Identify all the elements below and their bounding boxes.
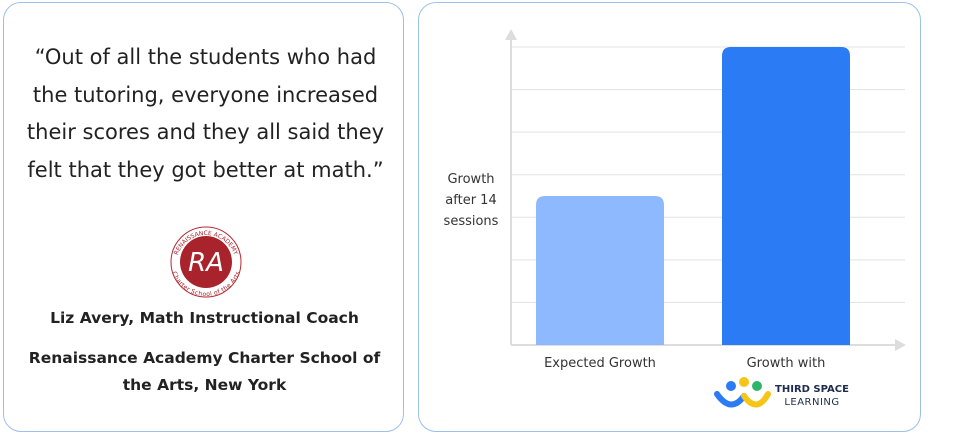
bars bbox=[536, 47, 850, 345]
school-logo: RA RENAISSANCE ACADEMY Charter School of… bbox=[170, 226, 242, 298]
x-tick-label: Expected Growth bbox=[544, 356, 656, 371]
quote-text: “Out of all the students who had the tut… bbox=[26, 45, 385, 182]
brand-name: THIRD SPACE bbox=[775, 384, 849, 395]
quote-card: “Out of all the students who had the tut… bbox=[3, 2, 404, 432]
brand-logo bbox=[714, 377, 771, 408]
x-tick-label: Growth with bbox=[747, 356, 826, 371]
person-name: Liz Avery, Math Instructional Coach bbox=[50, 309, 359, 327]
bar bbox=[536, 196, 664, 345]
bar bbox=[722, 47, 850, 345]
logo-initials: RA bbox=[188, 248, 224, 278]
brand-name: LEARNING bbox=[784, 397, 839, 408]
y-axis-label: Growth after 14 sessions bbox=[443, 172, 499, 229]
organization: Renaissance Academy Charter School of th… bbox=[28, 349, 381, 394]
